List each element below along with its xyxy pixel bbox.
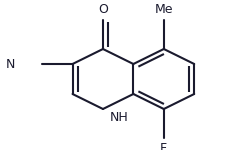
Text: Me: Me (154, 3, 173, 16)
Text: F: F (160, 142, 167, 150)
Text: O: O (98, 3, 108, 16)
Text: N: N (6, 57, 15, 70)
Text: NH: NH (110, 111, 129, 124)
